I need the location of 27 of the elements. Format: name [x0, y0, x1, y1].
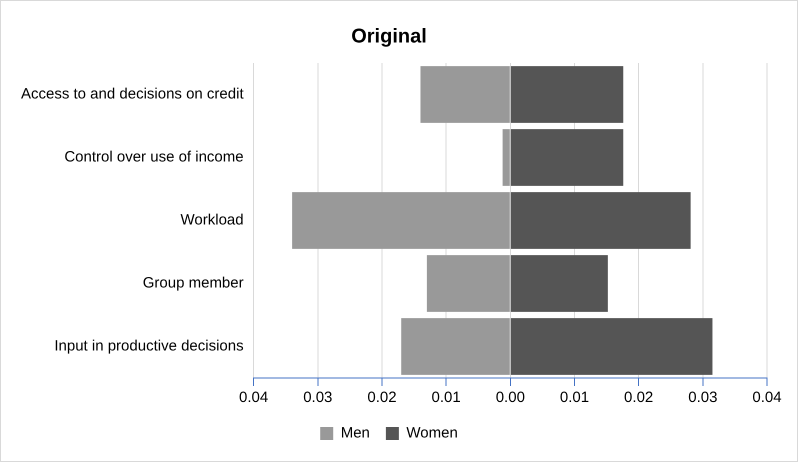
x-tick-label: 0.03: [303, 389, 332, 406]
x-tick-label: 0.01: [432, 389, 461, 406]
x-tick-label: 0.02: [367, 389, 397, 406]
y-tick-label: Group member: [142, 274, 244, 292]
bar: [502, 129, 510, 186]
bar: [292, 192, 510, 249]
y-tick-label: Input in productive decisions: [54, 338, 244, 355]
chart-title: Original: [351, 26, 427, 48]
legend-label: Women: [406, 424, 458, 442]
bar: [510, 192, 691, 249]
legend-label: Men: [340, 424, 370, 442]
x-tick-label: 0.02: [624, 389, 654, 406]
y-tick-label: Workload: [180, 212, 244, 229]
y-tick-label: Access to and decisions on credit: [20, 86, 244, 103]
x-tick-label: 0.00: [496, 389, 525, 406]
bar: [420, 66, 510, 123]
x-tick-label: 0.01: [560, 389, 590, 406]
bar: [401, 318, 510, 375]
x-tick-label: 0.03: [688, 389, 718, 406]
bar: [510, 129, 624, 186]
y-tick-label: Control over use of income: [64, 148, 244, 166]
bar: [510, 255, 608, 312]
bar: [510, 66, 624, 123]
x-tick-label: 0.04: [752, 389, 782, 406]
x-tick-label: 0.04: [239, 389, 268, 406]
bar: [510, 318, 712, 375]
bar: [426, 255, 510, 312]
